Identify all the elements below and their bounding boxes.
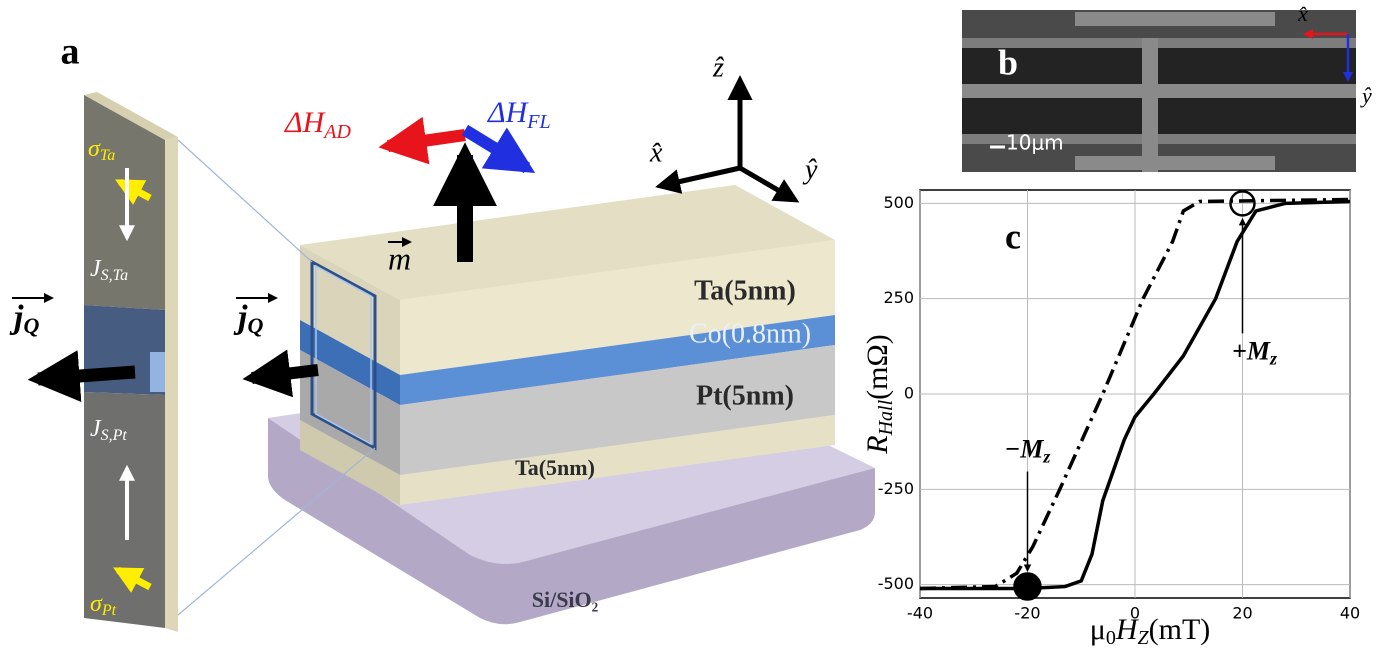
- state-marker: [1015, 574, 1041, 600]
- vector-subscript: FL: [526, 111, 550, 133]
- label-part: μ: [1090, 613, 1106, 646]
- y-axis-label: RHall(mΩ): [861, 334, 897, 455]
- y-tick-label: -500: [878, 574, 914, 593]
- label-part: Hall: [875, 399, 897, 436]
- panel-label: c: [1005, 216, 1021, 256]
- vector-symbol: j: [233, 299, 248, 336]
- axis-label: ŷ: [1360, 83, 1372, 108]
- y-tick-label: 0: [904, 384, 914, 403]
- layer-label: Pt(5nm): [696, 380, 794, 411]
- cross-section-strip: [84, 92, 178, 632]
- scale-label: 10μm: [1006, 131, 1064, 155]
- vector-subscript: Ta: [100, 147, 115, 164]
- vector-label: ΔHFL: [487, 96, 551, 133]
- vector-subscript: Q: [23, 313, 39, 338]
- figure: a Ta(5nm) Co(0.8nm) Pt(5nm) Ta(5nm) Si/S…: [0, 0, 1389, 653]
- vector-subscript: S,Pt: [101, 427, 128, 444]
- axis-arrow: [660, 168, 740, 186]
- axis-label: x̂: [1297, 1, 1308, 26]
- axis-label: ŷ: [802, 154, 818, 185]
- arrow: [252, 370, 318, 378]
- label-part: (mT): [1149, 613, 1211, 646]
- y-tick-label: 250: [883, 288, 914, 307]
- arrow: [388, 135, 465, 146]
- axis-label: ẑ: [712, 52, 725, 83]
- annotation-subscript: z: [1042, 447, 1050, 467]
- zoom-line: [178, 140, 312, 262]
- x-tick-label: -20: [1014, 604, 1040, 623]
- x-axis-label: μ0HZ(mT): [1090, 613, 1211, 649]
- x-tick-label: -40: [907, 604, 933, 623]
- label-part: 0: [1106, 627, 1116, 649]
- vector-symbol: j: [9, 299, 24, 336]
- axis-label: x̂: [649, 137, 663, 168]
- vector-symbol: ΔH: [487, 96, 530, 129]
- label-part: R: [861, 435, 894, 454]
- label-part: (mΩ): [861, 334, 894, 400]
- panel-label: a: [61, 31, 80, 73]
- x-tick-label: 20: [1232, 604, 1252, 623]
- layer-label: Co(0.8nm): [689, 318, 811, 349]
- vector-symbol: ΔH: [284, 106, 327, 139]
- label-part: H: [1115, 613, 1140, 646]
- x-tick-label: 40: [1340, 604, 1360, 623]
- annotation-subscript: z: [1269, 348, 1277, 368]
- vector-subscript: Q: [247, 313, 263, 338]
- arrow: [465, 130, 527, 168]
- vector-subscript: Pt: [101, 602, 117, 619]
- annotation-text: +M: [1232, 336, 1271, 365]
- vector-label: jQ: [9, 299, 39, 338]
- y-tick-label: 500: [883, 193, 914, 212]
- arrow: [38, 372, 135, 379]
- vector-label: jQ: [233, 299, 263, 338]
- vector-label: ΔHAD: [284, 106, 351, 143]
- y-tick-label: -250: [878, 479, 914, 498]
- vector-subscript: AD: [322, 121, 351, 143]
- layer-label: Ta(5nm): [515, 455, 595, 480]
- vector-subscript: S,Ta: [101, 267, 128, 284]
- annotation-text: −M: [1005, 435, 1045, 464]
- vector-label: m: [388, 240, 411, 276]
- layer-label: Si/SiO₂: [532, 587, 599, 612]
- panel-label: b: [998, 42, 1018, 82]
- layer-label: Ta(5nm): [694, 275, 796, 306]
